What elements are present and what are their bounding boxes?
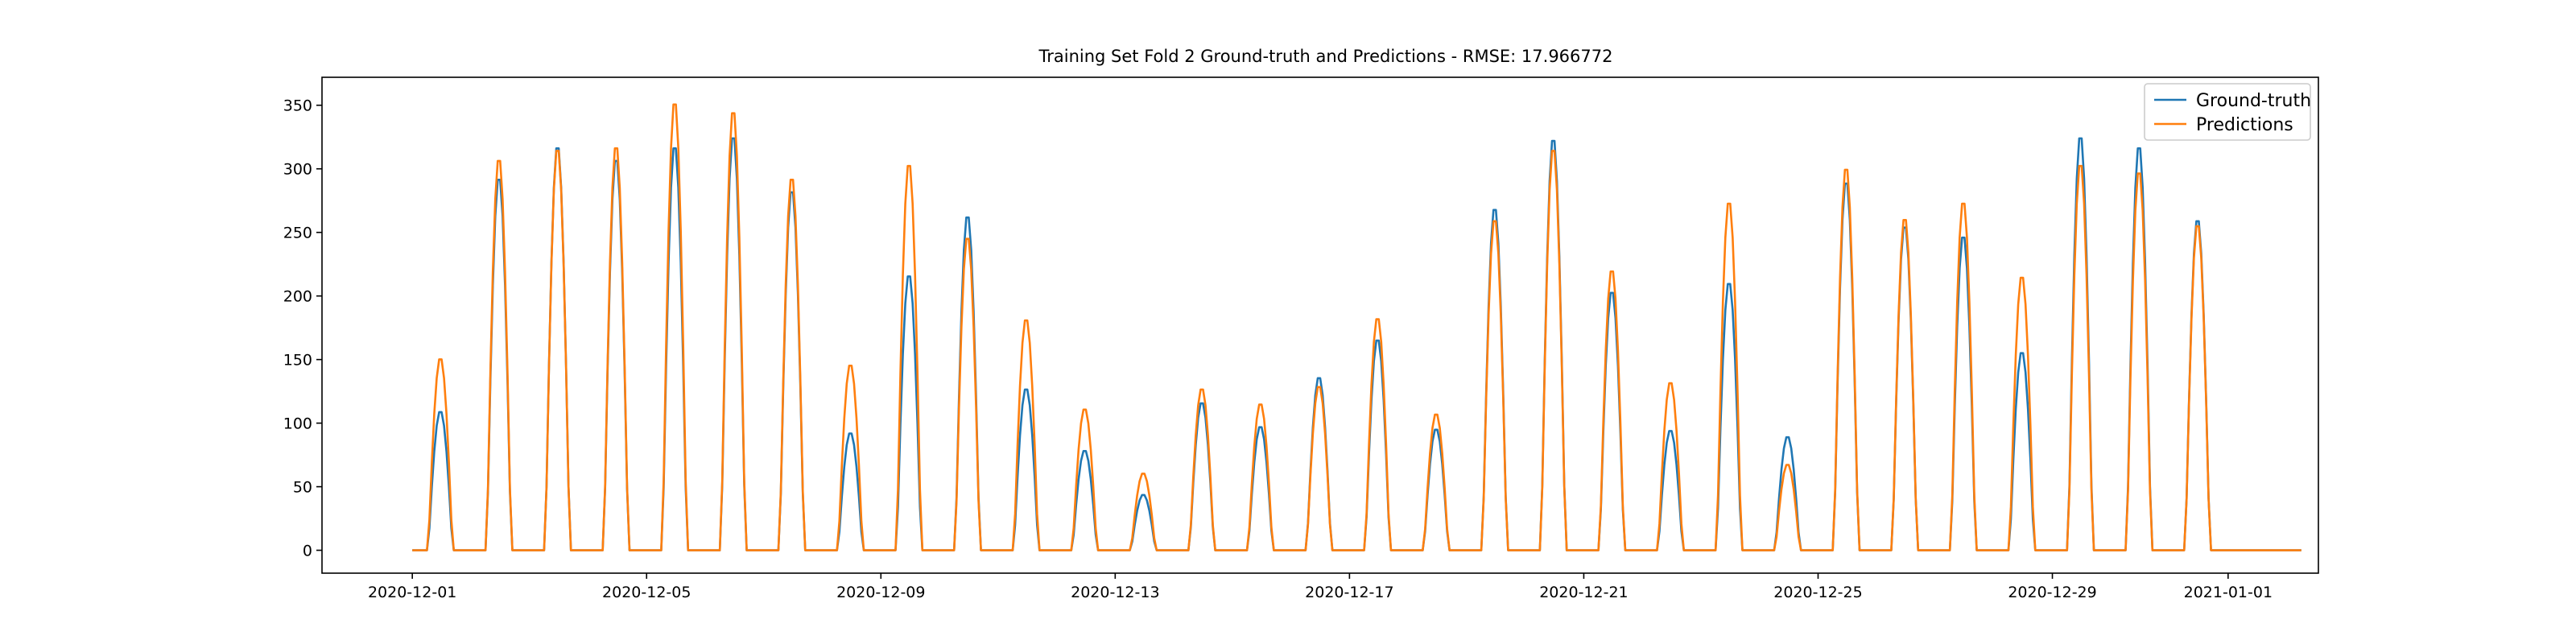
x-tick-label: 2020-12-21 bbox=[1539, 584, 1628, 601]
y-tick-label: 250 bbox=[283, 225, 312, 242]
y-tick-label: 100 bbox=[283, 415, 312, 433]
y-tick-label: 200 bbox=[283, 288, 312, 306]
x-tick-label: 2020-12-01 bbox=[368, 584, 456, 601]
legend-box bbox=[2144, 83, 2311, 141]
x-tick-label: 2021-01-01 bbox=[2184, 584, 2273, 601]
x-tick-label: 2020-12-13 bbox=[1071, 584, 1159, 601]
legend-label-predictions: Predictions bbox=[2196, 115, 2293, 135]
legend-label-ground-truth: Ground-truth bbox=[2196, 91, 2311, 111]
y-tick-label: 150 bbox=[283, 352, 312, 369]
y-tick-label: 300 bbox=[283, 161, 312, 179]
x-tick-label: 2020-12-09 bbox=[836, 584, 925, 601]
chart-legend: Ground-truth Predictions bbox=[2144, 83, 2311, 141]
x-tick-label: 2020-12-17 bbox=[1305, 584, 1393, 601]
chart-title: Training Set Fold 2 Ground-truth and Pre… bbox=[1038, 47, 1613, 66]
y-tick-label: 50 bbox=[293, 479, 312, 497]
plot-frame bbox=[321, 76, 2319, 574]
plot-area bbox=[322, 77, 2318, 573]
x-tick-label: 2020-12-05 bbox=[602, 584, 691, 601]
y-tick-label: 350 bbox=[283, 97, 312, 115]
series-line-predictions bbox=[412, 103, 2301, 551]
x-tick-label: 2020-12-25 bbox=[1773, 584, 1862, 601]
x-tick-label: 2020-12-29 bbox=[2008, 584, 2096, 601]
axis-layer: 2020-12-01 2020-12-05 2020-12-09 2020-12-13… bbox=[283, 97, 2273, 601]
y-tick-label: 0 bbox=[303, 543, 312, 560]
series-layer bbox=[412, 103, 2301, 551]
